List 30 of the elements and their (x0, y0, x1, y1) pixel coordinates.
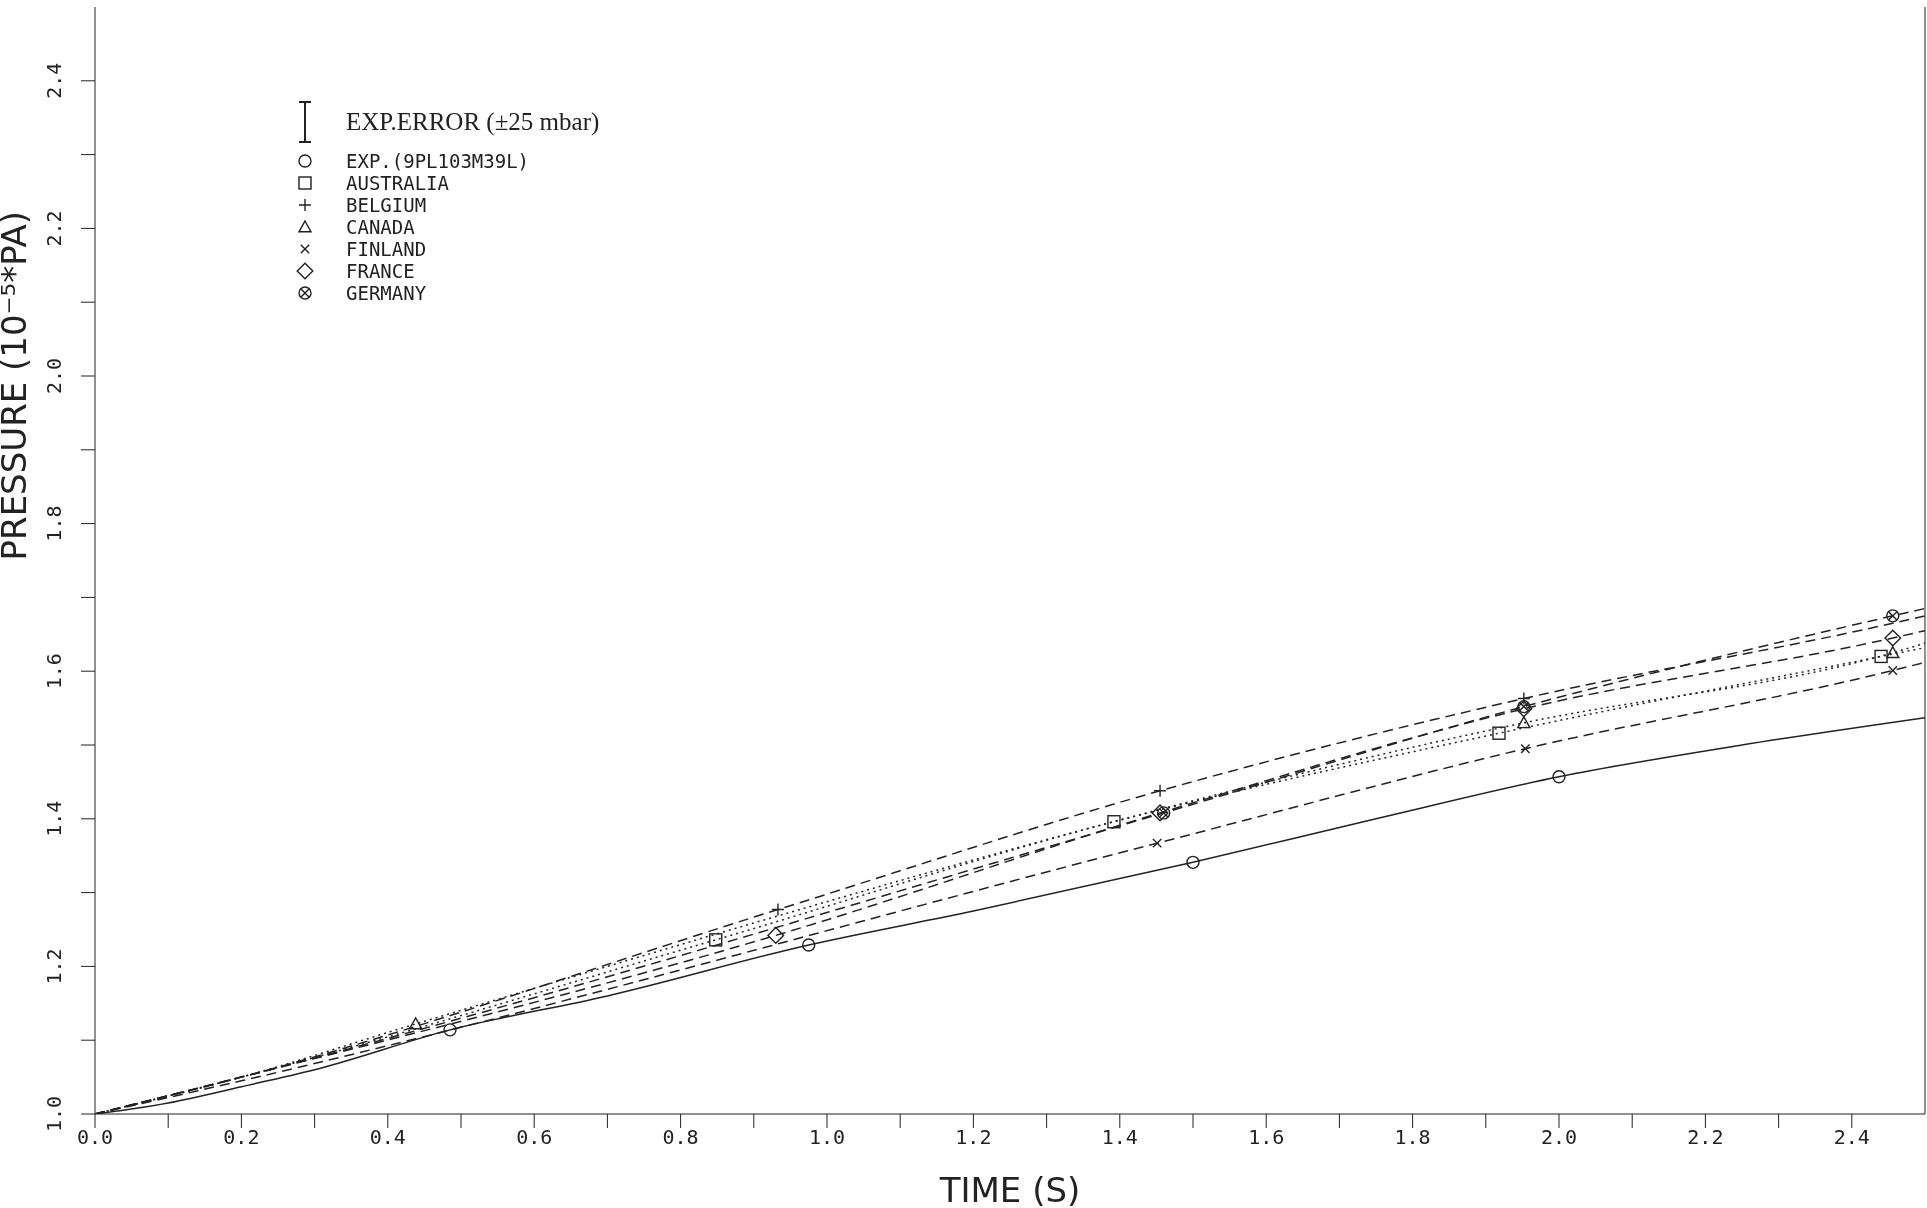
legend-label: EXP.(9PL103M39L) (346, 150, 530, 172)
legend-label: FINLAND (346, 238, 427, 260)
x-tick-label: 1.4 (1101, 1125, 1138, 1150)
y-tick-label: 2.4 (42, 62, 66, 99)
x-tick-label: 1.0 (808, 1125, 846, 1150)
x-tick-label: 2.0 (1540, 1125, 1578, 1150)
x-tick-label: 1.8 (1394, 1125, 1431, 1150)
legend-label: GERMANY (346, 282, 427, 304)
legend-label: CANADA (346, 216, 415, 238)
y-tick-label: 1.6 (42, 653, 66, 690)
x-tick-label: 0.0 (76, 1125, 114, 1150)
y-tick-label: 2.0 (42, 357, 66, 395)
y-axis-title: PRESSURE (10⁻⁵*PA) (0, 210, 35, 561)
y-tick-label: 1.4 (42, 800, 66, 837)
y-tick-label: 1.2 (42, 948, 66, 985)
x-tick-label: 2.2 (1687, 1125, 1724, 1150)
x-tick-label: 1.6 (1248, 1125, 1285, 1150)
legend-label: AUSTRALIA (346, 172, 449, 194)
y-tick-label: 1.8 (42, 505, 66, 542)
x-tick-label: 0.8 (662, 1125, 699, 1150)
annotation: EXP.ERROR (±25 mbar) (346, 108, 600, 135)
x-axis-title: TIME (S) (938, 1170, 1081, 1208)
x-tick-label: 1.2 (955, 1125, 992, 1150)
legend-label: BELGIUM (346, 194, 427, 216)
x-tick-label: 0.6 (516, 1125, 553, 1150)
legend-label: FRANCE (346, 260, 415, 282)
x-tick-label: 2.4 (1833, 1125, 1870, 1150)
x-tick-label: 0.2 (223, 1125, 260, 1150)
y-tick-label: 2.2 (42, 210, 66, 247)
x-tick-label: 0.4 (369, 1125, 406, 1150)
